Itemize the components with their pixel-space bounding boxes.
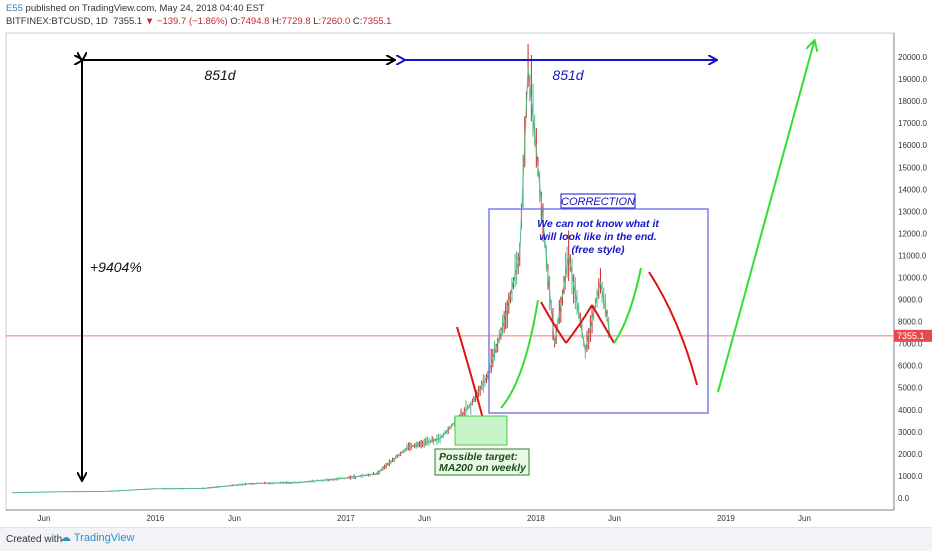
open-label: O: — [230, 16, 241, 27]
target-label-box — [434, 448, 530, 476]
close-label: C: — [352, 16, 363, 27]
high-value: 7729.8 — [281, 16, 311, 27]
y-tick-label: 9000.0 — [898, 296, 923, 305]
symbol-info: BITFINEX:BTCUSD, 1D 7355.1 ▼ −139.7 (−1.… — [6, 16, 391, 27]
target-zone — [454, 415, 508, 446]
close-value: 7355.1 — [362, 16, 392, 27]
footer: Created with ☁ TradingView — [0, 527, 932, 551]
x-tick-label: 2019 — [717, 514, 735, 523]
y-tick-label: 4000.0 — [898, 406, 923, 415]
tradingview-brand-link[interactable]: ☁ TradingView — [60, 531, 134, 544]
y-tick-label: 20000.0 — [898, 53, 927, 62]
created-with-text: Created with — [6, 534, 63, 545]
projection-wave-2-down — [540, 301, 567, 344]
y-tick-label: 1000.0 — [898, 472, 923, 481]
correction-title: CORRECTION — [561, 196, 635, 208]
correction-line-3: (free style) — [571, 244, 625, 256]
projection-wave-6-down — [648, 271, 698, 386]
x-tick-label: 2017 — [337, 514, 355, 523]
y-tick-label: 10000.0 — [898, 274, 927, 283]
y-tick-label: 7000.0 — [898, 340, 923, 349]
y-tick-label: 0.0 — [898, 494, 910, 503]
projection-wave-3-up — [565, 304, 593, 344]
price-series-line — [12, 68, 611, 494]
y-tick-label: 18000.0 — [898, 97, 927, 106]
current-price-tag-box — [894, 329, 932, 342]
cloud-logo-icon: ☁ — [60, 532, 71, 544]
low-label: L: — [313, 16, 322, 27]
y-tick-label: 2000.0 — [898, 450, 923, 459]
label-851d-blue: 851d — [552, 67, 584, 83]
low-value: 7260.0 — [321, 16, 351, 27]
correction-title-box — [560, 193, 636, 209]
y-tick-label: 3000.0 — [898, 428, 923, 437]
price-chart[interactable]: 0.0 1000.0 2000.0 3000.0 4000.0 5000.0 6000.0 7… — [0, 0, 932, 527]
projection-wave-4-down — [591, 304, 615, 344]
y-tick-label: 6000.0 — [898, 362, 923, 371]
projection-wave-5-up — [613, 267, 642, 344]
correction-line-1: We can not know what it — [537, 218, 659, 230]
y-tick-label: 19000.0 — [898, 75, 927, 84]
y-tick-label: 13000.0 — [898, 207, 927, 216]
publish-text: published on TradingView.com, May 24, 20… — [25, 3, 265, 14]
label-percent-gain: +9404% — [90, 259, 142, 275]
y-tick-label: 5000.0 — [898, 384, 923, 393]
y-tick-label: 12000.0 — [898, 229, 927, 238]
label-851d-black: 851d — [204, 67, 236, 83]
y-tick-label: 11000.0 — [898, 251, 927, 260]
y-tick-label: 15000.0 — [898, 163, 927, 172]
projection-final-up-arrow — [717, 42, 814, 393]
x-tick-label: Jun — [418, 514, 431, 523]
brand-name: TradingView — [73, 532, 135, 544]
x-tick-label: Jun — [228, 514, 241, 523]
target-line-2: MA200 on weekly — [439, 462, 527, 474]
projection-wave-1-up — [500, 299, 539, 409]
y-tick-label: 17000.0 — [898, 119, 927, 128]
x-tick-label: Jun — [608, 514, 621, 523]
price-axis-ticks: 0.0 1000.0 2000.0 3000.0 4000.0 5000.0 6000.0 7… — [898, 53, 927, 503]
price-change: ▼ −139.7 (−1.86%) — [144, 16, 228, 27]
author-link[interactable]: E55 — [6, 3, 23, 14]
high-label: H: — [272, 16, 282, 27]
current-price-tag: 7355.1 — [894, 329, 932, 342]
publish-info: E55 published on TradingView.com, May 24… — [6, 3, 265, 14]
x-tick-label: Jun — [38, 514, 51, 523]
current-price-tag-text: 7355.1 — [897, 331, 925, 341]
open-value: 7494.8 — [240, 16, 270, 27]
y-tick-label: 16000.0 — [898, 141, 927, 150]
time-axis-ticks: Jun 2016 Jun 2017 Jun 2018 Jun 2019 Jun — [38, 514, 811, 523]
target-line-1: Possible target: — [439, 451, 518, 463]
correction-line-2: will look like in the end. — [539, 231, 656, 243]
x-tick-label: 2018 — [527, 514, 545, 523]
y-tick-label: 8000.0 — [898, 318, 923, 327]
y-tick-label: 14000.0 — [898, 185, 927, 194]
x-tick-label: Jun — [798, 514, 811, 523]
x-tick-label: 2016 — [146, 514, 164, 523]
symbol-label: BITFINEX:BTCUSD, 1D — [6, 16, 108, 27]
correction-box — [488, 208, 709, 414]
last-price: 7355.1 — [113, 16, 143, 27]
